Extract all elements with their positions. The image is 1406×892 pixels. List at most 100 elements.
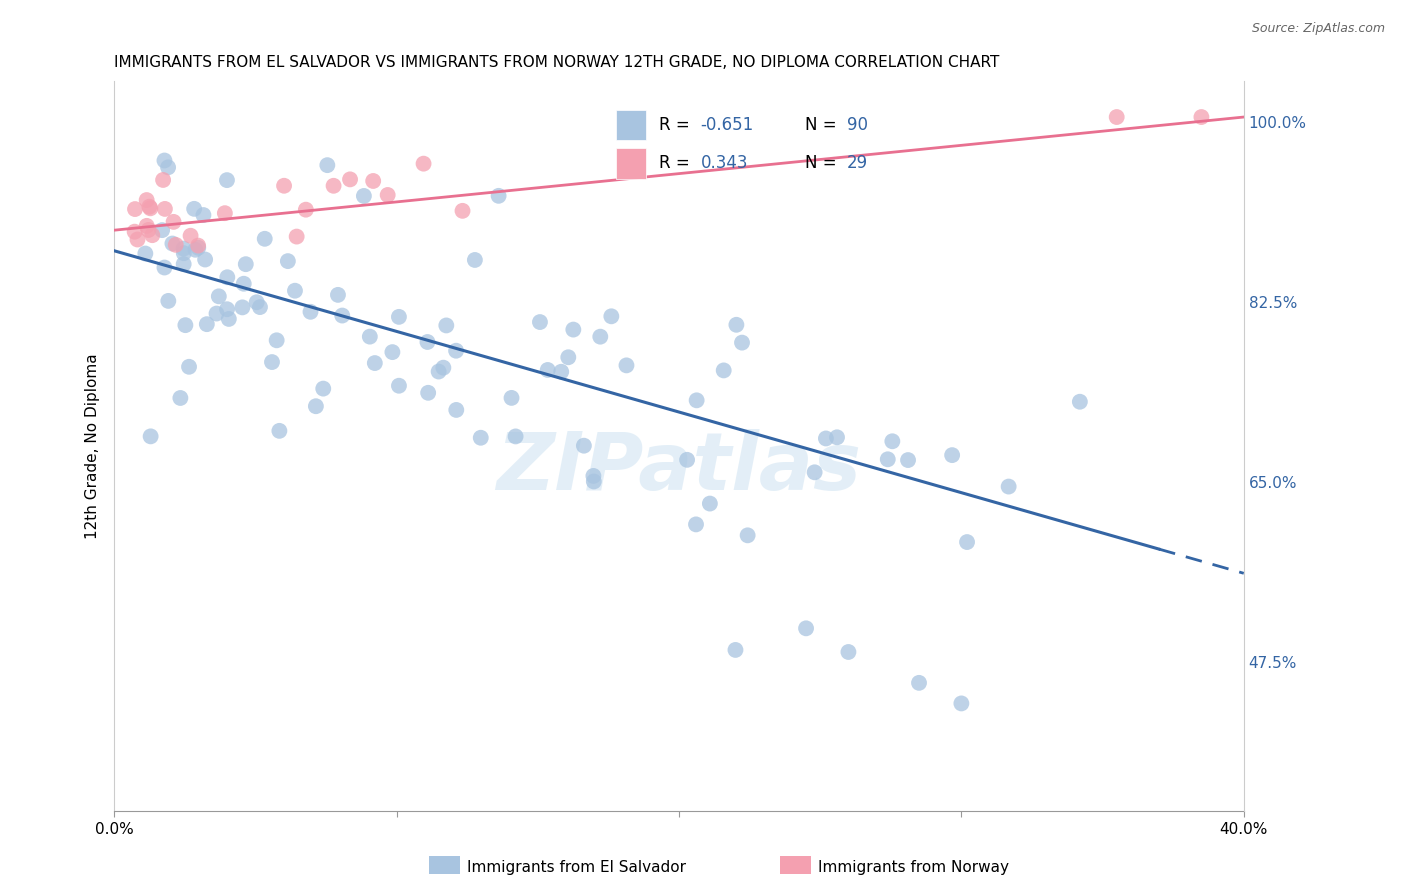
- Point: [162, 236, 184, 251]
- Point: [339, 172, 361, 186]
- Point: [139, 202, 162, 216]
- Point: [825, 430, 848, 444]
- Point: [184, 243, 207, 257]
- Point: [685, 517, 707, 532]
- Point: [470, 431, 492, 445]
- Point: [174, 318, 197, 333]
- Point: [187, 241, 209, 255]
- Point: [908, 676, 931, 690]
- Point: [837, 645, 859, 659]
- Point: [124, 202, 146, 216]
- Point: [427, 365, 450, 379]
- Point: [162, 215, 184, 229]
- Point: [699, 497, 721, 511]
- Point: [956, 535, 979, 549]
- Point: [418, 385, 440, 400]
- Point: [685, 393, 707, 408]
- Point: [676, 452, 699, 467]
- Point: [153, 260, 176, 275]
- Point: [138, 200, 160, 214]
- Point: [277, 254, 299, 268]
- Point: [724, 643, 747, 657]
- Point: [501, 391, 523, 405]
- Point: [260, 355, 283, 369]
- Point: [305, 399, 328, 413]
- Point: [361, 174, 384, 188]
- Point: [416, 334, 439, 349]
- Point: [214, 206, 236, 220]
- Text: Immigrants from El Salvador: Immigrants from El Salvador: [467, 860, 686, 874]
- Point: [326, 288, 349, 302]
- Point: [266, 334, 288, 348]
- Point: [388, 378, 411, 392]
- Point: [231, 301, 253, 315]
- Text: Source: ZipAtlas.com: Source: ZipAtlas.com: [1251, 22, 1385, 36]
- Point: [135, 193, 157, 207]
- Point: [997, 479, 1019, 493]
- Point: [235, 257, 257, 271]
- Point: [464, 252, 486, 267]
- Point: [124, 225, 146, 239]
- Point: [330, 309, 353, 323]
- Point: [269, 424, 291, 438]
- Point: [713, 363, 735, 377]
- Point: [316, 158, 339, 172]
- Point: [1189, 110, 1212, 124]
- Text: IMMIGRANTS FROM EL SALVADOR VS IMMIGRANTS FROM NORWAY 12TH GRADE, NO DIPLOMA COR: IMMIGRANTS FROM EL SALVADOR VS IMMIGRANT…: [114, 55, 1000, 70]
- Point: [253, 232, 276, 246]
- Point: [150, 223, 173, 237]
- Point: [537, 363, 560, 377]
- Point: [246, 295, 269, 310]
- Point: [194, 252, 217, 267]
- Text: ZIPatlas: ZIPatlas: [496, 429, 862, 508]
- Point: [582, 469, 605, 483]
- Point: [295, 202, 318, 217]
- Point: [600, 310, 623, 324]
- Point: [364, 356, 387, 370]
- Point: [299, 305, 322, 319]
- Point: [232, 277, 254, 291]
- Point: [897, 453, 920, 467]
- Point: [135, 219, 157, 233]
- Point: [273, 178, 295, 193]
- Point: [1105, 110, 1128, 124]
- Point: [381, 345, 404, 359]
- Point: [217, 270, 239, 285]
- Point: [876, 452, 898, 467]
- Point: [153, 153, 176, 168]
- Point: [208, 289, 231, 303]
- Point: [616, 359, 638, 373]
- Point: [193, 208, 215, 222]
- Point: [529, 315, 551, 329]
- Point: [180, 228, 202, 243]
- Point: [173, 242, 195, 256]
- Point: [205, 307, 228, 321]
- Point: [134, 246, 156, 260]
- Point: [377, 188, 399, 202]
- Point: [177, 359, 200, 374]
- Point: [451, 203, 474, 218]
- Point: [284, 284, 307, 298]
- Point: [505, 429, 527, 443]
- Point: [152, 173, 174, 187]
- Point: [183, 202, 205, 216]
- Point: [434, 318, 457, 333]
- Point: [173, 246, 195, 260]
- Point: [941, 448, 963, 462]
- Point: [215, 302, 238, 317]
- Point: [562, 322, 585, 336]
- Point: [157, 293, 180, 308]
- Point: [488, 189, 510, 203]
- Point: [218, 312, 240, 326]
- Point: [589, 329, 612, 343]
- Point: [141, 228, 163, 243]
- Point: [359, 329, 381, 343]
- Point: [195, 317, 218, 331]
- Point: [446, 403, 468, 417]
- Point: [1069, 394, 1091, 409]
- Point: [412, 156, 434, 170]
- Y-axis label: 12th Grade, No Diploma: 12th Grade, No Diploma: [86, 353, 100, 539]
- Point: [312, 382, 335, 396]
- Point: [582, 475, 605, 489]
- Point: [950, 697, 973, 711]
